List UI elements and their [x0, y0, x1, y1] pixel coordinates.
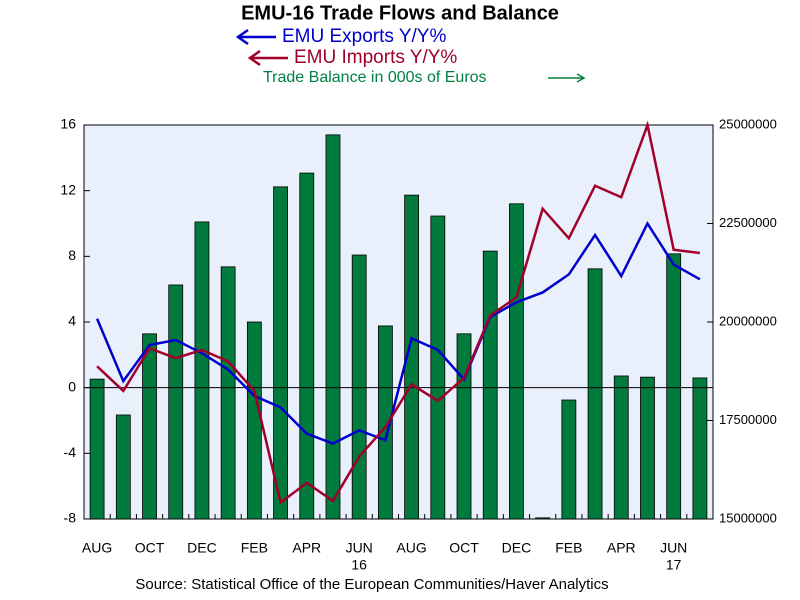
- x-tick-label: FEB: [555, 540, 582, 556]
- source-note: Source: Statistical Office of the Europe…: [135, 576, 608, 593]
- bar: [482, 250, 498, 520]
- x-tick-label: OCT: [135, 540, 165, 556]
- bar: [220, 266, 236, 520]
- legend-label: EMU Imports Y/Y%: [294, 47, 457, 68]
- bar: [613, 375, 629, 520]
- x-tick-label: APR: [292, 540, 321, 556]
- legend-label: EMU Exports Y/Y%: [282, 26, 446, 47]
- legend-label: Trade Balance in 000s of Euros: [263, 69, 487, 86]
- bar: [273, 186, 288, 520]
- bar: [587, 268, 603, 520]
- x-tick-label: DEC: [187, 540, 217, 556]
- bar: [430, 215, 446, 520]
- bar: [640, 376, 655, 520]
- bar: [246, 321, 262, 520]
- line: [96, 120, 701, 505]
- y-tick-label: 8: [68, 247, 76, 263]
- bar: [509, 203, 524, 520]
- y-tick-label: 12: [60, 181, 76, 197]
- x-tick-label: AUG: [82, 540, 112, 556]
- x-year-label: 17: [666, 557, 682, 573]
- bar: [351, 254, 367, 520]
- x-year-label: 16: [351, 557, 367, 573]
- y-tick-label: 16: [60, 116, 76, 132]
- bar: [115, 414, 131, 520]
- bar: [325, 134, 341, 520]
- bar: [692, 377, 708, 520]
- bar: [194, 221, 210, 520]
- y-tick-label: 0: [68, 378, 76, 394]
- bar: [404, 194, 420, 520]
- y-tick-label: 4: [68, 313, 76, 329]
- y-tick-label: -8: [64, 510, 77, 526]
- x-tick-label: DEC: [502, 540, 532, 556]
- y2-tick-label: 20000000: [719, 313, 777, 328]
- bar: [535, 517, 551, 520]
- bar: [456, 333, 472, 520]
- y2-tick-label: 25000000: [719, 116, 777, 131]
- legend-arrow: [235, 28, 276, 46]
- bar: [168, 284, 184, 520]
- x-tick-label: APR: [607, 540, 636, 556]
- chart-title: EMU-16 Trade Flows and Balance: [241, 2, 559, 24]
- y2-tick-label: 15000000: [719, 510, 777, 525]
- bar: [299, 172, 315, 520]
- x-tick-label: OCT: [449, 540, 479, 556]
- bar: [377, 325, 393, 520]
- y-tick-label: -4: [64, 444, 77, 460]
- bar: [142, 333, 157, 520]
- legend-arrow: [247, 49, 288, 67]
- legend-arrow: [548, 73, 586, 83]
- bar: [561, 399, 577, 520]
- x-tick-label: JUN: [346, 540, 373, 556]
- x-tick-label: AUG: [396, 540, 426, 556]
- bar: [89, 378, 105, 520]
- y2-tick-label: 17500000: [719, 412, 777, 427]
- x-tick-label: FEB: [241, 540, 268, 556]
- y2-tick-label: 22500000: [719, 215, 777, 230]
- x-tick-label: JUN: [660, 540, 687, 556]
- bar: [666, 253, 682, 520]
